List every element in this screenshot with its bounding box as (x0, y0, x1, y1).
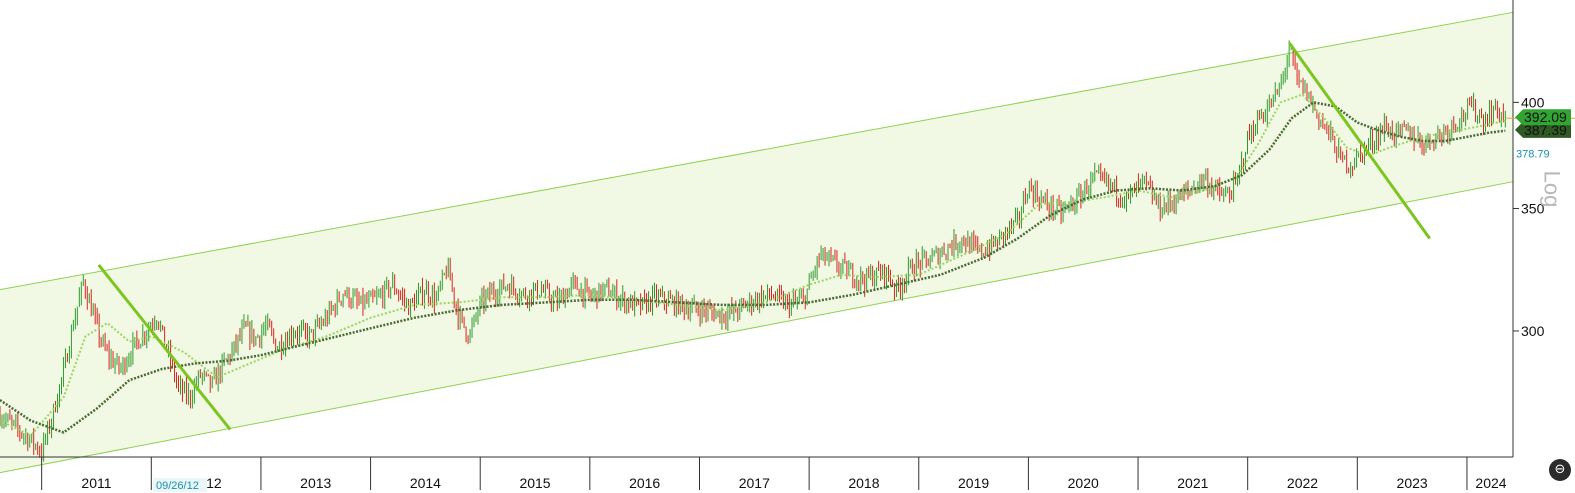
x-tick-label: 2016 (629, 475, 660, 491)
x-tick-label: 2013 (300, 475, 331, 491)
channel-lower-line (0, 181, 1514, 474)
moving-averages (0, 93, 1506, 437)
x-tick-label: 2017 (739, 475, 770, 491)
regression-channel (0, 11, 1514, 474)
ma-slow-line (0, 101, 1506, 434)
x-tick-label: 2011 (81, 475, 111, 491)
chart-menu-icon[interactable]: ⊖ (1549, 459, 1571, 481)
ma-slow-value: 378.79 (1516, 149, 1550, 161)
cursor-date-label: 09/26/12 (156, 480, 199, 492)
y-tick-label: 350 (1521, 200, 1545, 216)
price-labels: 387.39 392.09 378.79 (1505, 109, 1575, 161)
trendline (1288, 42, 1431, 240)
ma-fast-badge (1515, 121, 1571, 138)
channel-upper-line (0, 11, 1514, 291)
price-candles (0, 40, 1506, 462)
x-tick-label: 2024 (1475, 475, 1506, 491)
log-scale-label: Log (1539, 170, 1565, 208)
y-tick-label: 300 (1521, 323, 1545, 339)
channel-fill (0, 12, 1513, 473)
x-tick-label: 2022 (1287, 475, 1318, 491)
x-tick-label: 2023 (1397, 475, 1428, 491)
trendlines (97, 42, 1431, 431)
y-axis: 300 350 400 (1512, 0, 1545, 457)
y-tick-label: 400 (1521, 94, 1545, 110)
x-tick-label: 2020 (1068, 475, 1099, 491)
ma-fast-value: 387.39 (1524, 122, 1567, 138)
x-tick-label: 2021 (1177, 475, 1208, 491)
x-tick-label: 2014 (410, 475, 441, 491)
x-tick-label: 2015 (519, 475, 550, 491)
last-price-value: 392.09 (1524, 109, 1567, 125)
cursor-date: 09/26/12 (153, 478, 207, 492)
x-tick-label: 2018 (848, 475, 879, 491)
x-tick-label: 2019 (958, 475, 989, 491)
trendline (97, 263, 232, 431)
cursor-date-box (153, 478, 207, 492)
x-axis: 2011201220132014201520162017201820192020… (0, 456, 1513, 491)
last-price-badge (1515, 109, 1571, 126)
